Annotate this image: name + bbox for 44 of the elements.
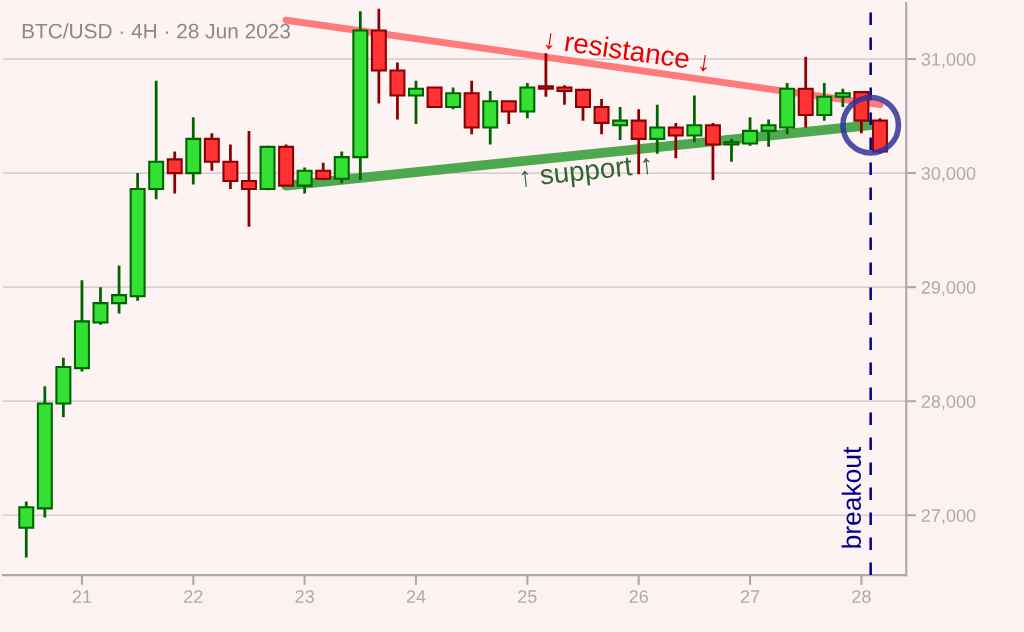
candlestick [500, 99, 517, 126]
candlestick [92, 285, 109, 327]
ref-line-label: breakout [841, 446, 861, 548]
candlestick [816, 81, 833, 123]
x-tick-label: 24 [406, 590, 426, 603]
text: BTC/USD · 4H · 28 Jun 2023 [22, 23, 291, 39]
x-tick-label: 21 [72, 590, 92, 603]
x-tick-label: 26 [629, 590, 648, 603]
candlestick [18, 500, 35, 559]
candlestick [649, 103, 666, 156]
x-tick-label: 27 [740, 590, 760, 603]
y-tick-label: 28,000 [921, 395, 976, 411]
candlestick [593, 97, 610, 136]
candlestick [519, 81, 536, 120]
x-tick-label: 25 [518, 590, 537, 603]
candlestick [704, 121, 721, 182]
annotation: ↓ resistance ↓ [545, 28, 710, 72]
candlestick [203, 131, 220, 173]
candlestick [333, 150, 350, 185]
candlestick [111, 264, 128, 315]
candlestick [760, 118, 777, 149]
y-tick-label: 29,000 [921, 281, 976, 296]
candlestick [723, 137, 740, 164]
y-tick-label: 31,000 [921, 52, 976, 68]
x-tick-label: 23 [295, 590, 314, 603]
candlestick [445, 86, 462, 111]
candlestick [612, 105, 629, 142]
candlestick [575, 87, 592, 123]
candlestick [834, 87, 851, 109]
x-tick-label: 22 [184, 590, 203, 603]
candlestick [686, 94, 703, 144]
candlestick [742, 115, 759, 148]
candlestick [166, 150, 183, 196]
y-tick-label: 27,000 [921, 509, 976, 525]
candlestick [296, 166, 313, 196]
candlestick [240, 129, 257, 229]
annotation: ↑ support ↑ [521, 155, 652, 193]
y-tick-label: 30,000 [921, 167, 976, 182]
candlestick [556, 83, 573, 107]
candlestick [537, 51, 554, 99]
candlestick [667, 121, 684, 160]
candlestick [407, 79, 424, 126]
x-tick-label: 28 [852, 590, 871, 603]
candlestick [222, 143, 239, 191]
